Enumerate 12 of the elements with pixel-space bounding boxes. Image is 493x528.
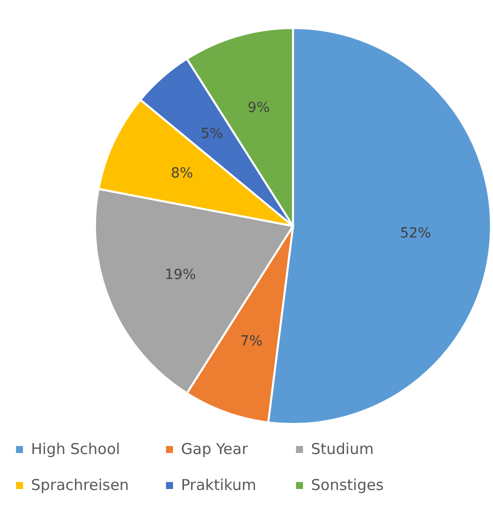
legend-label: High School: [31, 440, 120, 458]
data-label: 52%: [400, 226, 432, 242]
legend-label: Sonstiges: [311, 476, 384, 494]
data-label: 8%: [170, 166, 194, 182]
legend-label: Sprachreisen: [31, 476, 129, 494]
data-label: 9%: [248, 100, 270, 116]
legend-label: Studium: [311, 440, 374, 458]
legend-label: Gap Year: [181, 440, 248, 458]
data-label: 5%: [200, 126, 223, 142]
legend-label: Praktikum: [181, 476, 256, 494]
data-label: 19%: [164, 266, 196, 283]
data-label: 7%: [240, 334, 263, 350]
